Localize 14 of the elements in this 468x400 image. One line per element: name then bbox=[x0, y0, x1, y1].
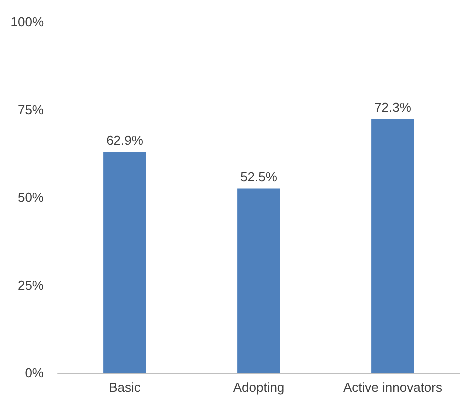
x-tick-label: Basic bbox=[109, 380, 142, 395]
y-tick-label: 100% bbox=[10, 14, 44, 30]
bar bbox=[238, 188, 280, 373]
data-label: 72.3% bbox=[374, 100, 412, 116]
x-tick-label: Active innovators bbox=[344, 380, 443, 395]
y-tick-label: 0% bbox=[25, 366, 44, 380]
bar bbox=[372, 119, 414, 373]
y-tick-label: 50% bbox=[18, 190, 44, 205]
x-tick-label: Adopting bbox=[233, 380, 285, 395]
bar bbox=[104, 152, 146, 373]
data-label: 52.5% bbox=[240, 170, 278, 185]
y-tick-label: 25% bbox=[18, 278, 44, 293]
y-tick-label: 75% bbox=[18, 102, 44, 118]
data-label: 62.9% bbox=[106, 133, 144, 148]
